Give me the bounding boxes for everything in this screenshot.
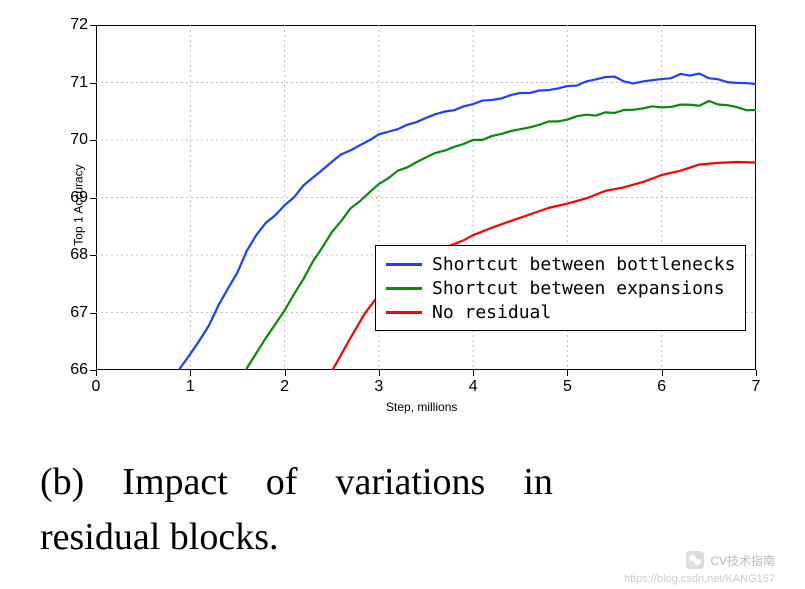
legend-swatch [386,311,422,314]
x-tick-label: 6 [657,378,666,396]
y-tick-label: 71 [64,74,88,92]
y-tick-label: 72 [64,16,88,34]
y-tick-label: 66 [64,361,88,379]
x-tick-label: 0 [92,378,101,396]
caption-line-1: (b) Impact of variations in [40,460,765,504]
legend-label: No residual [432,302,551,323]
x-tick [473,370,479,376]
x-tick-label: 5 [563,378,572,396]
page-root: Top 1 Accuracy Step, millions 01234567 6… [0,0,805,589]
y-tick-label: 69 [64,189,88,207]
plot-svg [30,15,775,430]
x-tick [190,370,196,376]
legend-item: Shortcut between bottlenecks [386,252,735,276]
x-tick-label: 1 [186,378,195,396]
y-tick [90,83,96,89]
caption-line-2: residual blocks. [40,515,279,559]
x-tick [379,370,385,376]
legend-item: Shortcut between expansions [386,276,735,300]
y-tick-label: 67 [64,304,88,322]
legend-label: Shortcut between bottlenecks [432,254,735,275]
y-tick [90,370,96,376]
x-tick [756,370,762,376]
chart-container: Top 1 Accuracy Step, millions 01234567 6… [30,15,775,430]
y-tick [90,198,96,204]
x-tick [662,370,668,376]
x-tick-label: 2 [280,378,289,396]
x-tick [567,370,573,376]
y-tick-label: 70 [64,131,88,149]
x-tick [285,370,291,376]
y-tick [90,140,96,146]
x-tick-label: 4 [469,378,478,396]
y-tick [90,25,96,31]
legend-label: Shortcut between expansions [432,278,725,299]
x-tick [96,370,102,376]
y-tick [90,313,96,319]
watermark-url: https://blog.csdn.net/KANG157 [624,573,775,585]
wechat-icon [686,551,704,569]
y-tick [90,255,96,261]
legend-swatch [386,263,422,266]
x-tick-label: 7 [752,378,761,396]
x-tick-label: 3 [374,378,383,396]
y-tick-label: 68 [64,246,88,264]
watermark-label: CV技术指南 [710,552,775,569]
legend: Shortcut between bottlenecks Shortcut bet… [375,245,746,331]
watermark: CV技术指南 [686,551,775,569]
legend-swatch [386,287,422,290]
legend-item: No residual [386,300,735,324]
